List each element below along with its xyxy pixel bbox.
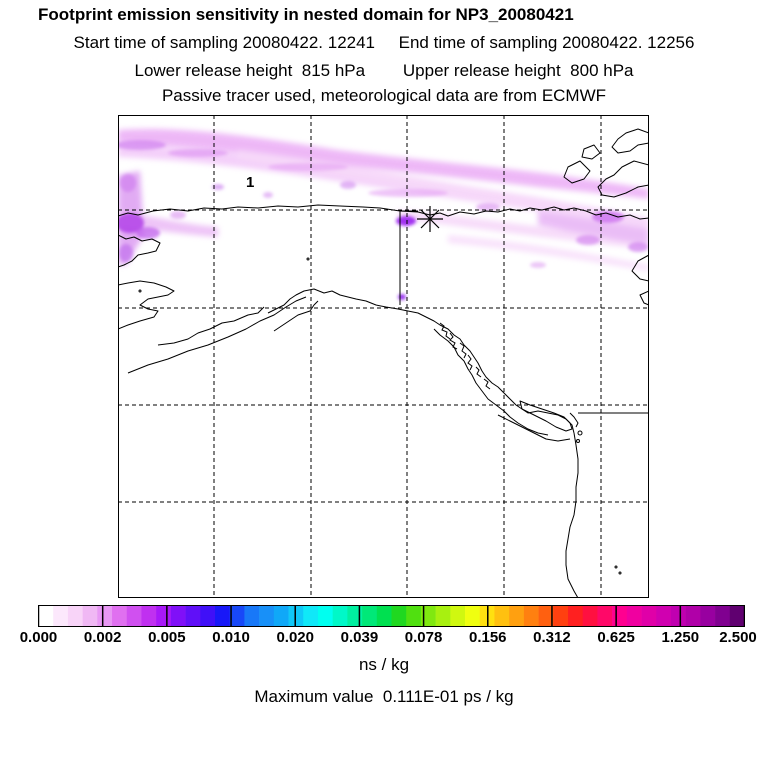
colorbar-tick-label: 0.010 xyxy=(212,629,250,646)
colorbar-swatch xyxy=(303,605,319,627)
colorbar-swatch xyxy=(156,605,172,627)
colorbar-swatch xyxy=(112,605,128,627)
coastlines xyxy=(118,128,649,598)
colorbar-swatch xyxy=(700,605,716,627)
colorbar-swatch xyxy=(509,605,525,627)
colorbar-tick-label: 0.078 xyxy=(404,629,443,646)
colorbar-tick-label: 0.005 xyxy=(148,629,186,646)
colorbar-border xyxy=(38,605,745,627)
map-panel: 1 xyxy=(118,115,649,598)
colorbar-swatch xyxy=(391,605,407,627)
sampling-times: Start time of sampling 20080422. 12241 E… xyxy=(73,33,695,52)
colorbar-swatch xyxy=(170,605,186,627)
colorbar-swatch xyxy=(53,605,69,627)
colorbar-swatch xyxy=(317,605,333,627)
colorbar-swatch xyxy=(420,605,436,627)
tracer-info: Passive tracer used, meteorological data… xyxy=(161,86,607,105)
colorbar-swatch xyxy=(259,605,275,627)
colorbar-swatch xyxy=(641,605,657,627)
colorbar-swatch xyxy=(494,605,510,627)
colorbar-swatch xyxy=(553,605,569,627)
colorbar-swatch xyxy=(435,605,451,627)
colorbar-swatch xyxy=(465,605,481,627)
colorbar-swatch xyxy=(82,605,98,627)
colorbar-swatch xyxy=(406,605,422,627)
colorbar-swatch xyxy=(376,605,392,627)
colorbar xyxy=(38,605,745,627)
colorbar-tick-label: 0.002 xyxy=(83,629,122,646)
colorbar-swatch xyxy=(612,605,628,627)
colorbar-swatch xyxy=(229,605,245,627)
colorbar-swatch xyxy=(685,605,701,627)
colorbar-swatch xyxy=(273,605,289,627)
colorbar-swatch xyxy=(450,605,466,627)
colorbar-tick-label: 0.156 xyxy=(468,629,507,646)
colorbar-units: ns / kg xyxy=(358,655,410,674)
colorbar-swatch xyxy=(288,605,304,627)
map-border xyxy=(118,115,649,598)
colorbar-swatch xyxy=(362,605,378,627)
colorbar-tick-label: 0.625 xyxy=(597,629,635,646)
colorbar-tick-label: 0.000 xyxy=(19,629,58,646)
colorbar-swatch xyxy=(597,605,613,627)
sensitivity-field xyxy=(118,128,649,300)
colorbar-swatch xyxy=(67,605,83,627)
colorbar-swatch xyxy=(200,605,216,627)
colorbar-swatch xyxy=(538,605,554,627)
colorbar-tick-label: 0.312 xyxy=(533,629,571,646)
colorbar-swatch xyxy=(244,605,260,627)
colorbar-swatch xyxy=(523,605,539,627)
colorbar-tick-label: 1.250 xyxy=(661,629,700,646)
colorbar-swatch xyxy=(141,605,157,627)
colorbar-tick-label: 0.039 xyxy=(340,629,379,646)
marker-label: 1 xyxy=(246,174,254,191)
colorbar-swatch xyxy=(656,605,672,627)
lat-lon-grid xyxy=(118,115,649,598)
colorbar-swatch xyxy=(38,605,54,627)
maximum-value: Maximum value 0.111E-01 ps / kg xyxy=(254,687,514,706)
colorbar-swatch xyxy=(185,605,201,627)
colorbar-swatch xyxy=(347,605,363,627)
colorbar-swatch xyxy=(332,605,348,627)
plot-title: Footprint emission sensitivity in nested… xyxy=(38,5,574,24)
colorbar-swatch xyxy=(126,605,142,627)
colorbar-swatch xyxy=(97,605,113,627)
colorbar-swatch xyxy=(582,605,598,627)
panhandle-islands xyxy=(439,322,491,390)
colorbar-swatch xyxy=(215,605,231,627)
asterisk-icon xyxy=(417,206,443,232)
colorbar-tick-label: 0.020 xyxy=(276,629,314,646)
colorbar-tick-label: 2.500 xyxy=(719,629,757,646)
colorbar-swatch xyxy=(729,605,745,627)
colorbar-swatch xyxy=(568,605,584,627)
colorbar-swatch xyxy=(626,605,642,627)
colorbar-swatch xyxy=(715,605,731,627)
colorbar-swatch xyxy=(670,605,686,627)
release-heights: Lower release height 815 hPa Upper relea… xyxy=(134,61,634,80)
